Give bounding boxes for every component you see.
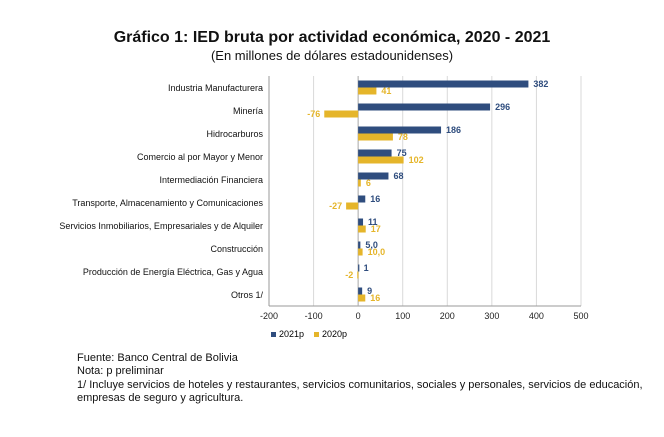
preliminary-note: Nota: p preliminar bbox=[77, 365, 164, 378]
legend-label-2021: 2021p bbox=[279, 329, 305, 339]
x-tick-label-5: 300 bbox=[484, 311, 499, 321]
category-label-5: Transporte, Almacenamiento y Comunicacio… bbox=[72, 198, 263, 208]
bar-2021-3 bbox=[358, 149, 392, 157]
data-label-2021-9: 9 bbox=[367, 286, 372, 296]
bar-2020-6 bbox=[358, 225, 366, 233]
category-label-7: Construcción bbox=[210, 244, 263, 254]
legend-item-2020: 2020p bbox=[314, 328, 347, 340]
bar-2021-0 bbox=[358, 80, 529, 88]
bar-2021-6 bbox=[358, 218, 364, 226]
category-label-1: Minería bbox=[233, 106, 263, 116]
chart-legend: 2021p 2020p bbox=[271, 328, 347, 340]
bar-2021-2 bbox=[358, 126, 442, 134]
category-label-6: Servicios Inmobiliarios, Empresariales y… bbox=[59, 221, 263, 231]
x-tick-label-4: 200 bbox=[440, 311, 455, 321]
data-label-2020-4: 6 bbox=[366, 178, 371, 188]
data-label-2020-7: 10,0 bbox=[368, 247, 386, 257]
source-note: Fuente: Banco Central de Bolivia bbox=[77, 352, 238, 364]
bar-2020-1 bbox=[324, 110, 359, 118]
x-tick-label-2: 0 bbox=[356, 311, 361, 321]
data-label-2021-6: 11 bbox=[368, 217, 378, 227]
bar-2020-8 bbox=[357, 271, 359, 279]
bar-2021-4 bbox=[358, 172, 389, 180]
x-tick-label-3: 100 bbox=[395, 311, 410, 321]
data-label-2021-0: 382 bbox=[533, 79, 548, 89]
bar-2020-3 bbox=[358, 156, 404, 164]
data-label-2021-7: 5,0 bbox=[365, 240, 378, 250]
category-label-9: Otros 1/ bbox=[231, 290, 264, 300]
bar-2020-5 bbox=[346, 202, 359, 210]
data-label-2021-2: 186 bbox=[446, 125, 461, 135]
legend-swatch-2021 bbox=[271, 331, 276, 337]
data-label-2020-5: -27 bbox=[329, 201, 342, 211]
category-label-3: Comercio al por Mayor y Menor bbox=[137, 152, 263, 162]
legend-label-2020: 2020p bbox=[322, 329, 348, 339]
legend-item-2021: 2021p bbox=[271, 328, 304, 340]
bar-2020-7 bbox=[358, 248, 363, 256]
bar-2021-7 bbox=[358, 241, 361, 249]
bar-2021-9 bbox=[358, 287, 363, 295]
category-label-4: Intermediación Financiera bbox=[159, 175, 263, 185]
footnote-1-line-1: 1/ Incluye servicios de hoteles y restau… bbox=[77, 378, 643, 391]
x-tick-label-6: 400 bbox=[529, 311, 544, 321]
data-label-2020-6: 17 bbox=[371, 224, 381, 234]
legend-swatch-2020 bbox=[314, 331, 320, 337]
data-label-2020-9: 16 bbox=[370, 293, 380, 303]
data-label-2020-2: 78 bbox=[398, 132, 408, 142]
bar-2021-1 bbox=[358, 103, 491, 111]
data-label-2021-8: 1 bbox=[364, 263, 369, 273]
bar-2020-4 bbox=[358, 179, 361, 187]
bar-2021-5 bbox=[358, 195, 366, 203]
footnotes: Fuente: Banco Central de Bolivia Nota: p… bbox=[77, 352, 652, 406]
data-label-2021-4: 68 bbox=[393, 171, 403, 181]
data-label-2020-3: 102 bbox=[409, 155, 424, 165]
bar-2021-8 bbox=[358, 264, 360, 272]
category-label-0: Industria Manufacturera bbox=[168, 83, 263, 93]
bar-2020-2 bbox=[358, 133, 393, 141]
data-label-2020-1: -76 bbox=[307, 109, 320, 119]
x-tick-label-7: 500 bbox=[573, 311, 588, 321]
footnote-1-line-2: empresas de seguro y agricultura. bbox=[77, 392, 244, 405]
chart-subtitle: (En millones de dólares estadounidenses) bbox=[210, 48, 454, 63]
chart-title: Gráfico 1: IED bruta por actividad econó… bbox=[113, 29, 551, 46]
bar-2020-0 bbox=[358, 87, 377, 95]
category-label-8: Producción de Energía Eléctrica, Gas y A… bbox=[83, 267, 263, 277]
data-label-2021-5: 16 bbox=[370, 194, 380, 204]
x-tick-label-1: -100 bbox=[305, 311, 323, 321]
data-label-2020-8: -2 bbox=[345, 270, 353, 280]
data-label-2021-1: 296 bbox=[495, 102, 510, 112]
bar-2020-9 bbox=[358, 294, 366, 302]
x-tick-label-0: -200 bbox=[260, 311, 278, 321]
data-label-2021-3: 75 bbox=[397, 148, 407, 158]
data-label-2020-0: 41 bbox=[381, 86, 391, 96]
category-label-2: Hidrocarburos bbox=[206, 129, 263, 139]
